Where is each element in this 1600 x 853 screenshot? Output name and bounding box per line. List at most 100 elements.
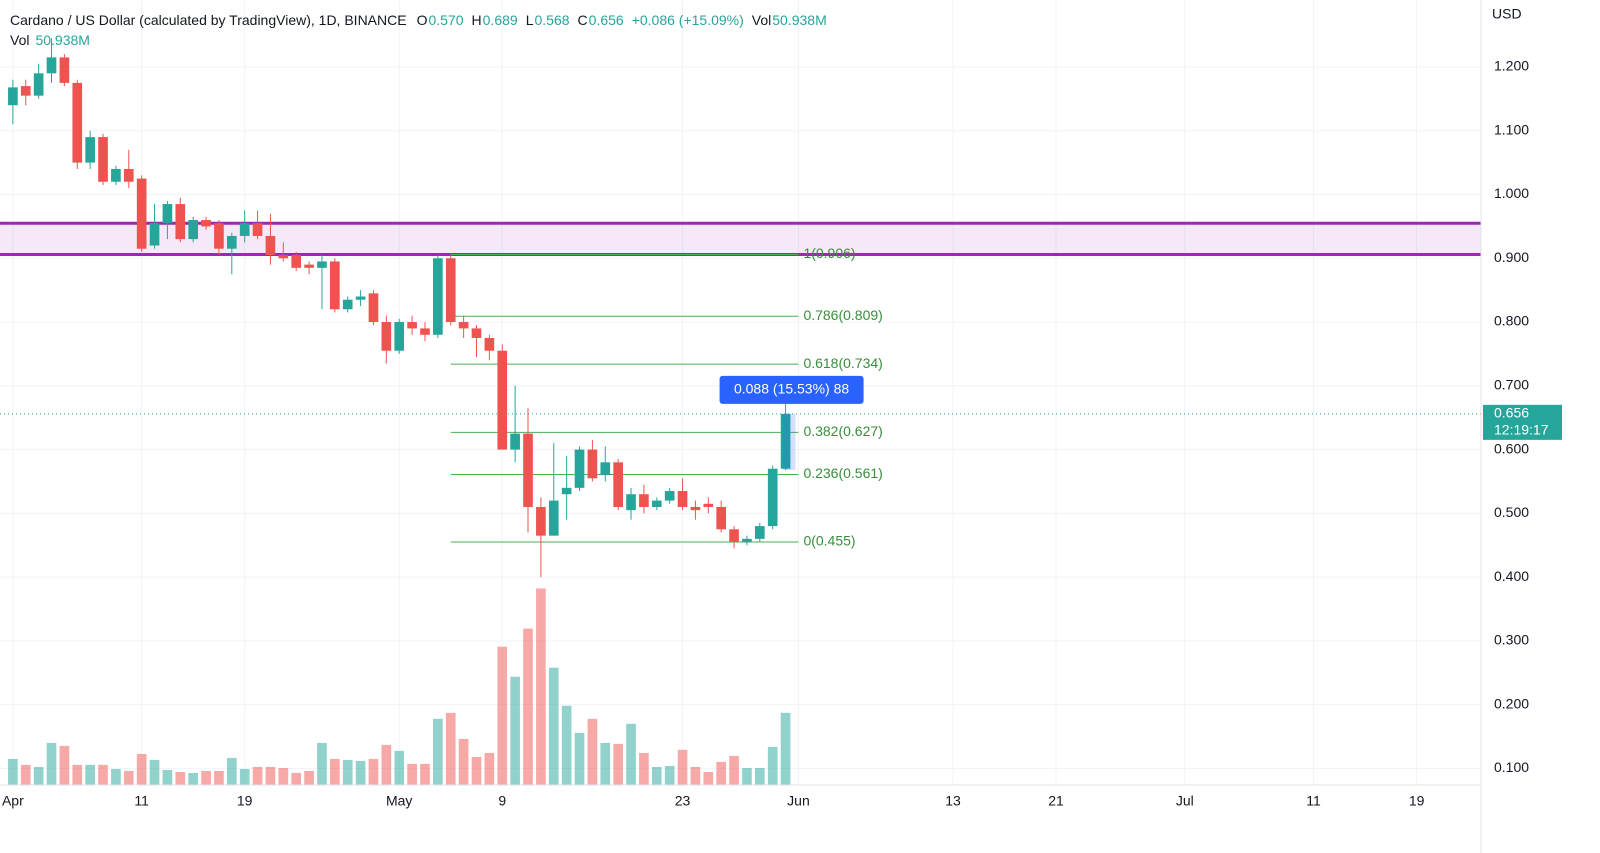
volume-bar	[330, 758, 340, 785]
volume-bar	[523, 628, 533, 785]
ohlc-key: L	[525, 12, 534, 28]
ohlc-key: H	[471, 12, 482, 28]
volume-bar	[433, 718, 443, 785]
candle-body	[72, 82, 83, 163]
candle-body	[690, 506, 701, 511]
candle-body	[162, 204, 173, 224]
y-tick-label: 1.200	[1494, 58, 1529, 74]
x-tick-label: 11	[134, 793, 149, 809]
candle-body	[252, 223, 263, 236]
x-tick-label: 9	[498, 793, 506, 809]
candle-body	[291, 255, 302, 268]
volume-bar	[690, 767, 701, 785]
volume-bar	[767, 746, 778, 785]
y-tick-label: 0.300	[1494, 632, 1529, 648]
axis-bg	[0, 785, 1481, 853]
y-tick-label: 0.600	[1494, 440, 1529, 456]
volume-bar	[46, 742, 57, 785]
candle-body	[214, 223, 224, 249]
candle-body	[394, 322, 405, 351]
candle-body	[574, 449, 585, 488]
candle-body	[149, 223, 160, 246]
candle-body	[548, 500, 559, 536]
volume-key: Vol	[751, 12, 772, 28]
candle-body	[613, 462, 623, 507]
candle-body	[239, 223, 250, 236]
volume-bar	[355, 760, 366, 785]
symbol-title: Cardano / US Dollar (calculated by Tradi…	[10, 12, 407, 28]
candle-body	[445, 258, 456, 323]
candle-body	[355, 296, 366, 300]
x-tick-label: Jun	[787, 793, 810, 809]
volume-bar	[536, 588, 546, 785]
volume-bar	[626, 723, 636, 785]
candle-body	[368, 293, 379, 323]
volume-line: Vol 50.938M	[10, 30, 835, 50]
currency: USD	[1492, 6, 1522, 22]
candle-body	[123, 168, 134, 182]
last-price-tag	[1483, 404, 1562, 440]
x-tick-label: May	[386, 793, 412, 809]
volume-bar	[72, 764, 83, 785]
candle-body	[587, 449, 598, 479]
fib-label: 0.786(0.809)	[803, 307, 882, 323]
volume-bar	[226, 757, 237, 785]
candle-body	[420, 328, 430, 335]
ohlc-value: 0.689	[482, 12, 518, 28]
legend-header: Cardano / US Dollar (calculated by Tradi…	[10, 10, 835, 50]
candle-body	[754, 526, 765, 539]
candle-body	[98, 137, 108, 182]
volume-bar	[214, 770, 224, 785]
volume-bar	[136, 753, 147, 785]
last-price-label: 0.656	[1494, 405, 1529, 421]
volume-bar	[123, 770, 134, 785]
candle-body	[175, 204, 186, 240]
candle-body	[458, 322, 469, 329]
ohlc-key: C	[577, 12, 588, 28]
measure-box	[719, 375, 864, 404]
x-tick-label: 19	[237, 793, 253, 809]
candle-body	[780, 413, 791, 469]
volume-bar	[381, 744, 392, 785]
candle-body	[433, 258, 443, 335]
candle-body	[767, 468, 778, 527]
volume-bar	[458, 738, 469, 785]
volume-bar	[239, 768, 250, 785]
volume-bar	[574, 732, 585, 785]
volume-bar	[703, 771, 714, 785]
volume-bar	[201, 770, 211, 785]
x-tick-label: Jul	[1176, 793, 1194, 809]
candle-body	[20, 86, 31, 96]
candle-body	[639, 494, 649, 507]
volume-bar	[59, 745, 70, 785]
candle-body	[342, 299, 353, 310]
volume-bar	[291, 772, 302, 785]
volume-bar	[8, 758, 18, 785]
volume-bar	[149, 759, 160, 785]
volume-bar	[175, 771, 186, 785]
candle-body	[381, 322, 392, 351]
volume-bar	[342, 759, 353, 785]
fib-label: 0(0.455)	[803, 533, 855, 549]
candle-body	[265, 235, 276, 256]
candle-body	[471, 328, 482, 338]
volume-bar	[677, 749, 688, 785]
volume-bar	[85, 764, 95, 785]
volume-bar	[742, 767, 752, 785]
volume-bar	[445, 712, 456, 785]
y-tick-label: 0.500	[1494, 504, 1529, 520]
candle-body	[85, 137, 95, 163]
volume-bar	[484, 752, 495, 785]
y-tick-label: 1.100	[1494, 121, 1529, 137]
x-tick-label: 13	[945, 793, 961, 809]
y-tick-label: 0.900	[1494, 249, 1529, 265]
y-tick-label: 1.000	[1494, 185, 1529, 201]
candle-body	[510, 433, 520, 450]
volume-bar	[548, 667, 559, 785]
fib-label: 0.382(0.627)	[803, 423, 882, 439]
legend-line: Cardano / US Dollar (calculated by Tradi…	[10, 10, 835, 30]
candle-body	[278, 255, 289, 259]
candle-body	[600, 462, 611, 476]
candle-body	[523, 433, 533, 507]
